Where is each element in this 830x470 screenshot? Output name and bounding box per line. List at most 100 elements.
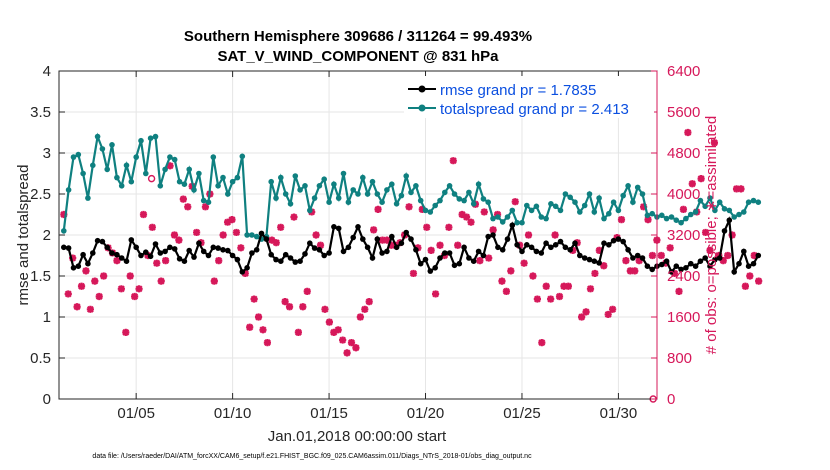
y-left-tick-label: 1 [43,309,51,326]
obs-assimilated-point [383,236,391,244]
totalspread-point [499,219,506,225]
totalspread-point [335,195,342,201]
rmse-point [461,244,467,251]
rmse-point [99,238,106,245]
obs-assimilated-point [679,205,688,213]
totalspread-point [282,191,289,197]
legend-rmse-marker [418,85,426,93]
rmse-point [326,250,332,256]
totalspread-point [755,199,762,205]
obs-assimilated-point [272,239,280,247]
rmse-point [200,248,207,255]
y-right-tick-label: 800 [667,350,692,367]
x-tick-label: 01/30 [600,405,638,422]
totalspread-point [659,212,665,219]
rmse-point [118,255,125,261]
rmse-point [572,240,578,246]
y-left-tick-label: 4 [43,63,51,80]
rmse-point [591,258,598,265]
rmse-point [442,250,448,256]
rmse-point [408,236,414,242]
totalspread-point [673,217,680,223]
rmse-point [649,266,655,273]
totalspread-point [634,184,641,191]
obs-assimilated-point [746,272,754,280]
totalspread-point [225,191,231,197]
totalspread-point [451,191,458,197]
obs-assimilated-point [334,326,342,334]
rmse-point [413,247,419,253]
rmse-point [249,250,255,256]
rmse-point [552,242,559,248]
obs-assimilated-point [582,308,590,316]
totalspread-point [99,146,106,152]
totalspread-point [268,178,275,185]
rmse-point [557,238,564,245]
obs-assimilated-point [268,236,276,244]
obs-assimilated-point [281,298,289,306]
obs-assimilated-point [343,349,351,357]
obs-assimilated-point [64,290,72,298]
obs-assimilated-point [609,305,617,313]
obs-assimilated-point [290,213,298,221]
totalspread-point [162,166,168,173]
rmse-point [360,236,366,242]
rmse-point [427,268,434,274]
y-right-tick-label: 2400 [667,268,700,285]
totalspread-point [712,207,718,214]
totalspread-point [625,183,631,189]
rmse-point [229,252,236,259]
totalspread-point [210,154,217,160]
rmse-point [533,248,540,255]
data-file-footer: data file: /Users/raeder/DAI/ATM_forcXX/… [92,453,532,460]
rmse-point [692,263,699,270]
totalspread-point [109,142,115,148]
totalspread-point [374,191,381,197]
obs-assimilated-point [414,244,422,252]
totalspread-point [369,178,376,185]
y-right-tick-label: 0 [667,391,675,408]
obs-assimilated-point [365,298,373,306]
obs-assimilated-point [750,251,758,260]
y-left-tick-label: 2.5 [30,186,51,203]
totalspread-point [702,203,708,210]
rmse-point [176,255,183,262]
obs-assimilated-point [502,287,511,295]
obs-assimilated-point [347,339,356,347]
totalspread-point [80,170,86,177]
totalspread-point [509,207,516,214]
rmse-point [355,224,361,230]
totalspread-point [577,209,583,215]
obs-assimilated-point [701,228,710,237]
obs-assimilated-point [179,195,187,203]
rmse-point [128,237,135,243]
totalspread-point [543,215,549,222]
obs-assimilated-point [370,226,378,234]
totalspread-point [340,170,347,177]
obs-assimilated-point [139,210,148,219]
obs-assimilated-point [666,244,674,252]
obs-assimilated-point [591,269,599,278]
rmse-point [668,269,675,275]
rmse-point [731,269,737,275]
rmse-point [133,244,139,251]
obs-assimilated-point [431,290,440,298]
rmse-point [215,245,221,251]
obs-assimilated-point [259,326,267,334]
obs-assimilated-point [684,128,692,137]
obs-assimilated-point [241,269,249,278]
totalspread-point [114,174,120,181]
totalspread-point [417,197,424,204]
rmse-point [278,258,284,265]
rmse-point [61,244,67,251]
obs-assimilated-point [631,267,639,275]
rmse-point [80,251,86,258]
totalspread-point [191,187,197,193]
totalspread-point [736,211,742,218]
rmse-point [596,260,602,266]
totalspread-point [389,181,395,187]
rmse-point [683,265,689,271]
obs-assimilated-point [126,272,134,280]
totalspread-point [741,209,747,215]
rmse-point [75,263,82,270]
